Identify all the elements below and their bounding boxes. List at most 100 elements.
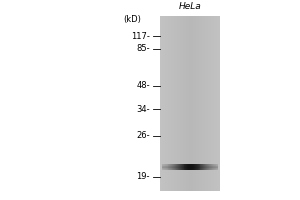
Bar [214, 164, 215, 170]
Bar [171, 16, 172, 191]
Bar [174, 164, 175, 170]
Bar [194, 164, 195, 170]
Bar [209, 16, 211, 191]
Text: 48-: 48- [136, 81, 150, 90]
Bar [178, 164, 179, 170]
Bar [209, 164, 210, 170]
Text: 85-: 85- [136, 44, 150, 53]
Bar [211, 16, 212, 191]
Bar [189, 164, 190, 170]
Bar [205, 16, 206, 191]
Bar [195, 164, 196, 170]
Bar [164, 164, 165, 170]
Bar [164, 16, 165, 191]
Bar [162, 16, 164, 191]
Bar [189, 16, 190, 191]
Bar [206, 164, 207, 170]
Bar [182, 164, 183, 170]
Bar [160, 16, 162, 191]
Bar [215, 164, 217, 170]
Bar [202, 16, 203, 191]
Bar [208, 16, 209, 191]
Bar [207, 164, 208, 170]
Bar [171, 164, 172, 170]
Bar [210, 164, 211, 170]
Bar [175, 16, 177, 191]
Text: (kD): (kD) [123, 15, 141, 24]
Bar [172, 164, 173, 170]
Bar [162, 164, 163, 170]
Bar [192, 164, 193, 170]
Bar [177, 16, 178, 191]
Bar [212, 164, 213, 170]
Bar [193, 164, 194, 170]
Bar [185, 164, 186, 170]
Bar [204, 164, 205, 170]
Bar [195, 16, 196, 191]
Bar [160, 16, 220, 191]
Bar [193, 16, 195, 191]
Bar [213, 164, 214, 170]
Bar [198, 164, 199, 170]
Bar [205, 164, 206, 170]
Bar [183, 16, 184, 191]
Bar [173, 164, 174, 170]
Bar [187, 164, 188, 170]
Bar [172, 16, 174, 191]
Bar [198, 16, 199, 191]
Bar [169, 164, 170, 170]
Bar [184, 164, 185, 170]
Bar [215, 16, 217, 191]
Bar [199, 16, 200, 191]
Bar [181, 16, 183, 191]
Bar [211, 164, 212, 170]
Bar [218, 16, 220, 191]
Bar [167, 164, 169, 170]
Text: HeLa: HeLa [179, 2, 202, 11]
Bar [208, 164, 209, 170]
Bar [177, 164, 178, 170]
Bar [176, 164, 177, 170]
Bar [196, 164, 197, 170]
Bar [183, 164, 184, 170]
Bar [200, 164, 201, 170]
Bar [192, 16, 193, 191]
Bar [201, 164, 202, 170]
Bar [187, 16, 189, 191]
Bar [186, 164, 187, 170]
Text: 26-: 26- [136, 131, 150, 140]
Bar [191, 164, 192, 170]
Text: 34-: 34- [136, 105, 150, 114]
Bar [212, 16, 214, 191]
Text: 117-: 117- [131, 32, 150, 41]
Bar [190, 16, 192, 191]
Bar [180, 164, 181, 170]
Bar [203, 16, 205, 191]
Bar [186, 16, 187, 191]
Bar [175, 164, 176, 170]
Bar [170, 164, 171, 170]
Bar [202, 164, 203, 170]
Bar [179, 164, 180, 170]
Bar [206, 16, 208, 191]
Bar [190, 164, 191, 170]
Bar [214, 16, 215, 191]
Bar [197, 164, 198, 170]
Bar [199, 164, 200, 170]
Bar [166, 164, 167, 170]
Text: 19-: 19- [136, 172, 150, 181]
Bar [217, 164, 218, 170]
Bar [165, 164, 166, 170]
Bar [180, 16, 181, 191]
Bar [184, 16, 186, 191]
Bar [174, 16, 175, 191]
Bar [166, 16, 168, 191]
Bar [203, 164, 204, 170]
Bar [168, 16, 169, 191]
Bar [181, 164, 182, 170]
Bar [178, 16, 180, 191]
Bar [169, 16, 171, 191]
Bar [169, 164, 170, 170]
Bar [163, 164, 164, 170]
Bar [196, 16, 198, 191]
